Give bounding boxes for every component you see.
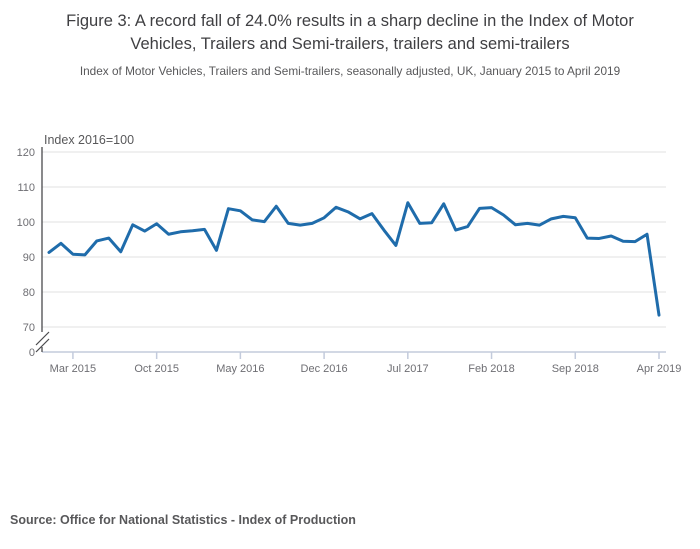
axis-break-mark: [35, 331, 50, 346]
y-tick-label: 70: [23, 322, 35, 334]
figure-subtitle: Index of Motor Vehicles, Trailers and Se…: [79, 63, 621, 78]
y-tick-label: 100: [17, 217, 35, 229]
x-tick-label: Feb 2018: [468, 363, 514, 375]
x-tick-label: Oct 2015: [134, 363, 179, 375]
line-chart-svg: 120 110 100 90 80 70 0 Mar 2015 Oct 2015 May 2016…: [17, 133, 682, 375]
x-tick-label: Sep 2018: [552, 363, 599, 375]
line-chart: 120 110 100 90 80 70 0 Mar 2015 Oct 2015 May 2016…: [0, 120, 700, 390]
x-tick-label: Mar 2015: [50, 363, 96, 375]
y-tick-label: 110: [17, 182, 35, 194]
axis-break-mark: [35, 338, 50, 353]
y-tick-label: 90: [23, 252, 35, 264]
figure-title: Figure 3: A record fall of 24.0% results…: [66, 12, 634, 54]
x-tick-label: May 2016: [216, 363, 264, 375]
chart-axis-title: Index 2016=100: [44, 133, 134, 147]
chart-line: [47, 201, 661, 317]
source-note: Source: Office for National Statistics -…: [10, 513, 356, 527]
y-tick-label: 120: [17, 147, 35, 159]
y-tick-label: 80: [23, 287, 35, 299]
y-baseline-label: 0: [29, 347, 35, 359]
x-tick-label: Jul 2017: [387, 363, 429, 375]
x-tick-label: Dec 2016: [301, 363, 348, 375]
x-tick-label: Apr 2019: [637, 363, 682, 375]
